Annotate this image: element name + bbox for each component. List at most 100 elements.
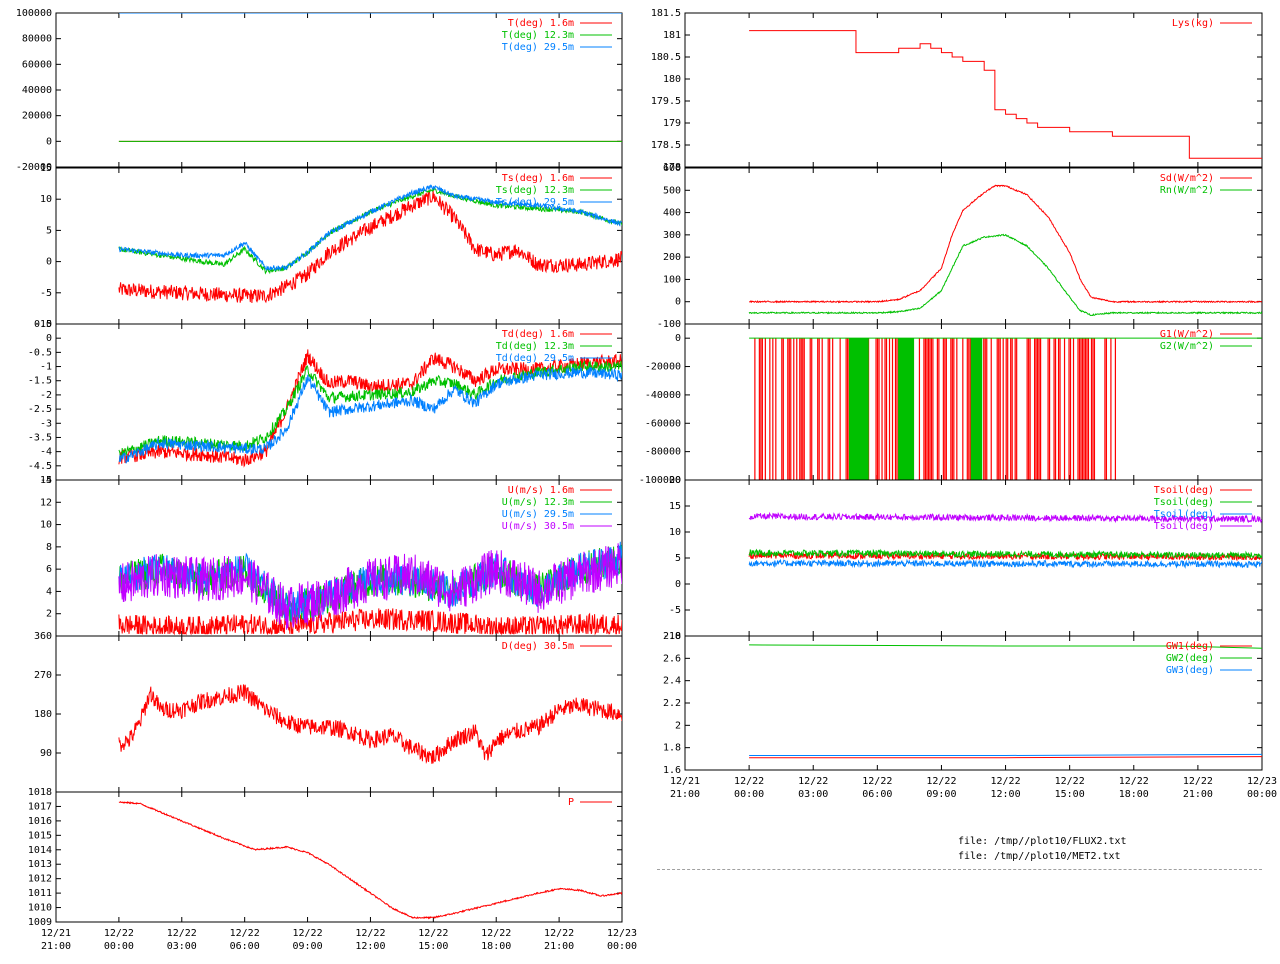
y-tick-label: 1010 — [28, 903, 52, 914]
x-tick-time: 12:00 — [355, 941, 385, 952]
y-tick-label: 0.5 — [34, 319, 52, 330]
y-tick-label: 1012 — [28, 874, 52, 885]
y-tick-label: 60000 — [22, 59, 52, 70]
y-tick-label: -5 — [669, 605, 681, 616]
y-tick-label: 400 — [663, 208, 681, 219]
x-tick-date: 12/22 — [1183, 776, 1213, 787]
legend-label: Rn(W/m^2) — [1160, 185, 1214, 196]
y-tick-label: 178 — [663, 162, 681, 173]
x-tick-date: 12/22 — [862, 776, 892, 787]
x-tick-time: 18:00 — [1119, 789, 1149, 800]
series-g2 — [848, 338, 983, 480]
y-tick-label: 178.5 — [651, 140, 681, 151]
y-tick-label: 0 — [46, 136, 52, 147]
legend-label: Td(deg) 1.6m — [502, 329, 574, 340]
y-tick-label: 1014 — [28, 845, 52, 856]
series-line-tsoil-1 — [748, 548, 1262, 560]
series-line-p-0 — [118, 800, 622, 920]
legend-label: Ts(deg) 1.6m — [502, 173, 574, 184]
series-line-u-3 — [118, 543, 622, 630]
y-tick-label: -0.5 — [28, 347, 52, 358]
panel-frame — [684, 12, 1263, 168]
y-tick-label: 100 — [663, 274, 681, 285]
x-tick-date: 12/22 — [481, 928, 511, 939]
y-tick-label: -10 — [34, 319, 52, 330]
file-label-met: file: /tmp//plot10/MET2.txt — [958, 851, 1121, 862]
y-tick-label: 1017 — [28, 801, 52, 812]
x-tick-date: 12/22 — [798, 776, 828, 787]
x-tick-date: 12/22 — [991, 776, 1021, 787]
legend-label: GW1(deg) — [1166, 641, 1214, 652]
series-line-gw-2 — [749, 753, 1262, 756]
y-tick-label: 2.8 — [663, 631, 681, 642]
x-tick-date: 12/22 — [544, 928, 574, 939]
x-tick-date: 12/22 — [734, 776, 764, 787]
legend-label: T(deg) 12.3m — [502, 30, 574, 41]
y-tick-label: -1.5 — [28, 376, 52, 387]
y-tick-label: 1018 — [28, 787, 52, 798]
x-tick-date: 12/22 — [1055, 776, 1085, 787]
panel-gw: 1.6 1.8 2 2.2 2.4 2.6 2.8 12/21 21:00 12/22 00:00 1… — [663, 631, 1277, 800]
series-line-sd-0 — [749, 184, 1262, 304]
y-tick-label: 180 — [34, 709, 52, 720]
y-tick-label: -40000 — [645, 390, 681, 401]
x-tick-date: 12/22 — [1119, 776, 1149, 787]
y-tick-label: 1.8 — [663, 743, 681, 754]
series-line-tsoil-2 — [748, 558, 1262, 569]
series-line-gw-0 — [749, 756, 1262, 759]
legend-label: GW2(deg) — [1166, 653, 1214, 664]
y-tick-label: 360 — [34, 631, 52, 642]
legend-label: Tsoil(deg) — [1154, 521, 1214, 532]
y-tick-label: -4 — [40, 447, 52, 458]
panel-g: -100000 -80000 -60000 -40000 -20000 0 G1(W/m^2… — [639, 323, 1263, 486]
x-tick-time: 00:00 — [1247, 789, 1277, 800]
y-tick-label: -20000 — [645, 362, 681, 373]
y-tick-label: 8 — [46, 542, 52, 553]
panel-d: 90 180 270 360 D(deg) 30.5m — [34, 631, 623, 793]
panel-p: 1009 1010 1011 1012 1013 1014 1015 1016 1017 1018… — [28, 787, 637, 952]
y-tick-label: 80000 — [22, 34, 52, 45]
series-line-d-0 — [118, 684, 622, 764]
y-tick-label: 1011 — [28, 888, 52, 899]
x-tick-date: 12/23 — [1247, 776, 1277, 787]
y-tick-label: -1 — [40, 362, 52, 373]
series-line-gw-1 — [749, 644, 1262, 649]
series-line-lys-0 — [749, 30, 1262, 159]
file-label-flux: file: /tmp//plot10/FLUX2.txt — [958, 836, 1127, 847]
legend-label: G1(W/m^2) — [1160, 329, 1214, 340]
legend-label: Tsoil(deg) — [1154, 497, 1214, 508]
legend-label: Lys(kg) — [1172, 18, 1214, 29]
panel-tsoil: -10-505101520Tsoil(deg)Tsoil(deg)Tsoil(d… — [663, 475, 1263, 642]
y-tick-label: 15 — [40, 163, 52, 174]
series-line-td-2 — [118, 366, 622, 464]
y-tick-label: -5 — [40, 288, 52, 299]
x-tick-time: 12:00 — [991, 789, 1021, 800]
legend-label: P — [568, 797, 574, 808]
legend-label: Tsoil(deg) — [1154, 509, 1214, 520]
x-tick-time: 06:00 — [230, 941, 260, 952]
file-list: file: /tmp//plot10/FLUX2.txt file: /tmp/… — [958, 834, 1127, 864]
series-line-tsoil-3 — [748, 511, 1262, 524]
x-tick-time: 15:00 — [1055, 789, 1085, 800]
y-tick-label: 2.6 — [663, 653, 681, 664]
y-tick-label: 10 — [669, 527, 681, 538]
dashed-separator — [657, 869, 1262, 870]
panel-lys: 178 178.5 179 179.5 180 180.5 181 181.5 Lys(kg) — [651, 8, 1263, 173]
legend-label: Ts(deg) 29.5m — [496, 197, 574, 208]
y-tick-label: 0 — [46, 333, 52, 344]
y-tick-label: 1013 — [28, 859, 52, 870]
panel-frame — [55, 635, 623, 793]
legend-label: T(deg) 1.6m — [508, 18, 574, 29]
y-tick-label: 2 — [675, 720, 681, 731]
x-tick-time: 00:00 — [104, 941, 134, 952]
y-tick-label: 180.5 — [651, 52, 681, 63]
y-tick-label: 0 — [675, 333, 681, 344]
series-line-ts-2 — [118, 184, 622, 272]
y-tick-label: 270 — [34, 670, 52, 681]
y-tick-label: 181.5 — [651, 8, 681, 19]
x-tick-date: 12/23 — [607, 928, 637, 939]
x-tick-date: 12/22 — [926, 776, 956, 787]
y-tick-label: 6 — [46, 564, 52, 575]
